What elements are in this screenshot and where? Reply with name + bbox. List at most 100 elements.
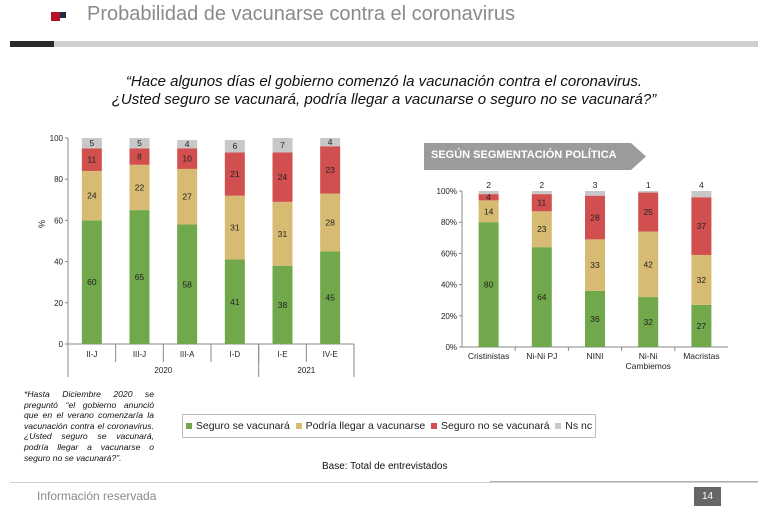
x-tick-label: Ni-Ni — [639, 351, 658, 361]
bar-segment-podria — [585, 239, 605, 291]
bar-segment-seguro — [177, 224, 198, 344]
y-tick-label: 80% — [441, 218, 457, 227]
data-label-no: 24 — [278, 172, 288, 182]
bar-segment-nsnc — [531, 191, 552, 195]
data-label-no: 11 — [537, 198, 546, 208]
x-tick-label: III-A — [180, 350, 195, 359]
survey-question-line2: ¿Usted seguro se vacunará, podría llegar… — [111, 91, 657, 108]
legend-label-no: Seguro no se vacunará — [440, 420, 550, 432]
bar-segment-no — [272, 152, 293, 202]
page-number: 14 — [694, 487, 721, 506]
bar-segment-seguro — [81, 220, 102, 344]
data-label-seguro: 38 — [278, 300, 288, 310]
bar-segment-podria — [638, 231, 659, 298]
data-label-podria: 42 — [643, 259, 653, 269]
data-label-podria: 24 — [87, 191, 97, 201]
bar-segment-no — [531, 194, 552, 212]
y-tick-label: 40% — [441, 281, 457, 290]
data-label-nsnc: 5 — [89, 138, 94, 148]
data-label-nsnc: 4 — [328, 137, 333, 147]
y-tick-label: 0% — [445, 343, 457, 352]
data-label-seguro: 41 — [230, 297, 240, 307]
data-label-nsnc: 4 — [185, 139, 190, 149]
chart-time-series: 0 20 40 60 80 100 60 24 11 5 II-J 65 22 8 5 III-J 58 27 10… — [37, 134, 355, 377]
data-label-nsnc: 3 — [593, 180, 598, 190]
data-label-nsnc: 2 — [486, 180, 491, 190]
bar-segment-nsnc — [320, 138, 341, 147]
y-tick-label: 20 — [54, 299, 63, 308]
legend-swatch-seguro — [185, 423, 192, 429]
bar-segment-seguro — [691, 304, 712, 347]
x-tick-label: Cristinistas — [468, 351, 510, 361]
bar-segment-podria — [691, 254, 712, 305]
bar-segment-seguro — [272, 265, 293, 344]
data-label-podria: 27 — [182, 192, 192, 202]
segment-banner: SEGÚN SEGMENTACIÓN POLÍTICA — [424, 143, 646, 170]
bar-segment-nsnc — [177, 140, 198, 149]
bar-segment-nsnc — [478, 191, 499, 195]
bar-segment-no — [129, 148, 150, 165]
x-tick-label: IV-E — [323, 350, 338, 359]
y-tick-label: 20% — [441, 312, 457, 321]
legend-label-nsnc: Ns nc — [565, 420, 593, 432]
survey-question-line1: “Hace algunos días el gobierno comenzó l… — [125, 73, 643, 90]
y-tick-label: 60 — [54, 216, 63, 225]
data-label-podria: 32 — [697, 275, 707, 285]
bar-segment-podria — [177, 168, 198, 225]
data-label-podria: 22 — [135, 182, 145, 192]
bar-segment-podria — [81, 170, 102, 221]
bar-segment-no — [478, 194, 499, 201]
data-label-no: 10 — [182, 154, 192, 164]
legend-label-podria: Podría llegar a vacunarse — [305, 420, 426, 432]
legend-item-no: Seguro no se vacunará — [430, 420, 550, 432]
group-label: 2021 — [297, 366, 315, 375]
bar-segment-nsnc — [224, 140, 245, 153]
y-tick-label: 100 — [50, 134, 64, 143]
data-label-seguro: 65 — [135, 272, 145, 282]
y-tick-label: 40 — [54, 258, 63, 267]
bar-segment-podria — [531, 211, 552, 248]
data-label-seguro: 60 — [87, 277, 97, 287]
page-title: Probabilidad de vacunarse contra el coro… — [87, 3, 516, 25]
data-label-no: 25 — [643, 207, 653, 217]
data-label-no: 28 — [590, 213, 600, 223]
legend-item-seguro: Seguro se vacunará — [185, 420, 290, 432]
footnote: *Hasta Diciembre 2020 se preguntó “el go… — [24, 389, 154, 463]
data-label-no: 37 — [697, 221, 707, 231]
data-label-no: 8 — [137, 152, 142, 162]
y-tick-label: 60% — [441, 249, 457, 258]
bar-segment-no — [585, 195, 605, 240]
y-axis-label: % — [37, 220, 47, 228]
legend-item-nsnc: Ns nc — [555, 420, 592, 432]
data-label-no: 11 — [87, 155, 96, 165]
bar-segment-nsnc — [638, 191, 659, 193]
data-label-nsnc: 4 — [699, 180, 704, 190]
header-rule — [54, 41, 758, 47]
bar-segment-nsnc — [272, 138, 293, 153]
x-tick-label: Macristas — [683, 351, 719, 361]
bar-segment-no — [177, 148, 198, 169]
x-tick-label: I-E — [277, 350, 287, 359]
x-tick-label: III-J — [133, 350, 146, 359]
data-label-nsnc: 2 — [539, 180, 544, 190]
bar-segment-nsnc — [129, 138, 150, 149]
legend-label-seguro: Seguro se vacunará — [195, 420, 290, 432]
survey-question: “Hace algunos días el gobierno comenzó l… — [20, 73, 748, 109]
data-label-no: 4 — [486, 192, 491, 202]
bar-segment-nsnc — [691, 191, 712, 198]
x-tick-label: NINI — [587, 351, 604, 361]
header-rule-dark — [10, 41, 54, 47]
legend-swatch-nsnc — [555, 423, 562, 429]
bar-segment-podria — [224, 195, 245, 260]
data-label-seguro: 36 — [590, 314, 600, 324]
data-label-no: 21 — [230, 169, 240, 179]
brand-logo-square — [51, 12, 60, 21]
bar-segment-seguro — [224, 259, 245, 344]
footer-rule — [10, 482, 758, 483]
x-tick-label: I-D — [229, 350, 240, 359]
footer-text: Información reservada — [37, 489, 157, 503]
bar-segment-podria — [478, 200, 499, 223]
data-label-nsnc: 5 — [137, 138, 142, 148]
data-label-seguro: 58 — [182, 279, 192, 289]
data-label-podria: 14 — [484, 206, 494, 216]
